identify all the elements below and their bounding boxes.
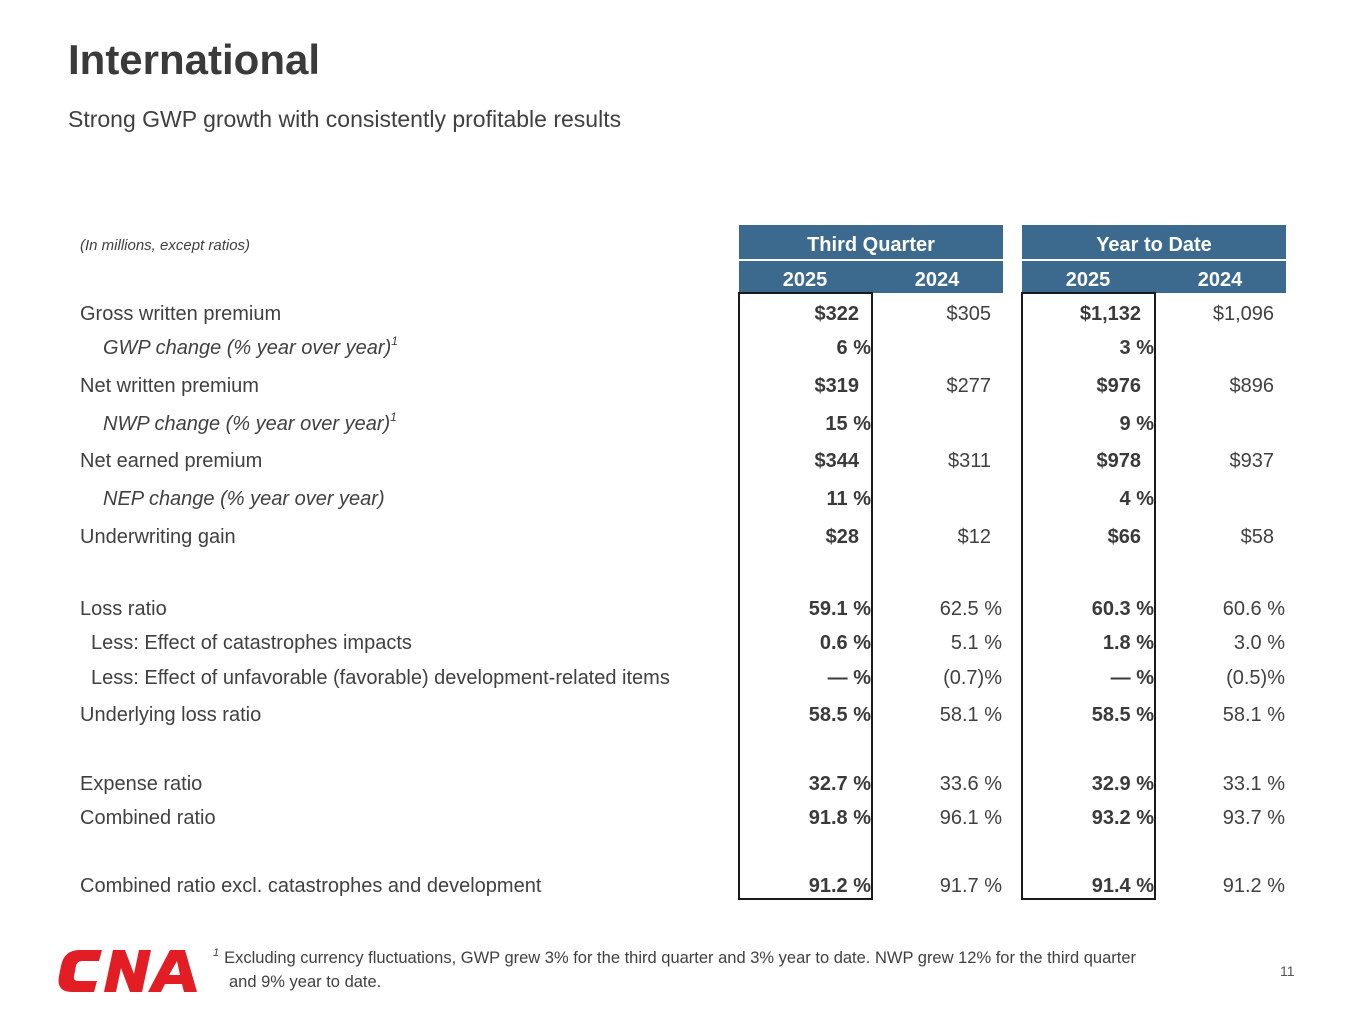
cell-q-2025: — % [827,667,871,689]
cell-ytd-2025: 58.5 % [1091,704,1154,726]
table-row: Net earned premium $344 $311 $978 $937 [0,444,1365,478]
table-row: Gross written premium $322 $305 $1,132 $… [0,297,1365,331]
cell-q-2025: $344 [814,450,860,472]
cell-q-2025: 6 % [836,337,871,359]
table-row: Underwriting gain $28 $12 $66 $58 [0,520,1365,554]
footnote-line-1: 1 Excluding currency fluctuations, GWP gr… [213,947,1137,967]
cell-ytd-2025: — % [1110,667,1154,689]
cell-ytd-2025: 4 % [1119,488,1154,510]
cell-ytd-2024: 3.0 % [1233,632,1285,654]
cell-q-2025: 0.6 % [819,632,871,654]
cell-ytd-2025: 9 % [1119,413,1154,435]
table-row: Combined ratio 91.8 % 96.1 % 93.2 % 93.7… [0,801,1365,835]
cell-q-2025: 91.8 % [808,807,871,829]
cell-ytd-2024: (0.5)% [1226,667,1285,689]
footnote-marker: 1 [390,410,397,424]
row-label: NEP change (% year over year) [103,488,385,510]
row-label: Combined ratio excl. catastrophes and de… [80,875,542,897]
footnote-line-2: and 9% year to date. [229,973,382,991]
table-row: Loss ratio 59.1 % 62.5 % 60.3 % 60.6 % [0,592,1365,626]
units-note: (In millions, except ratios) [80,237,251,254]
cell-ytd-2024: 91.2 % [1222,875,1285,897]
cell-ytd-2025: 60.3 % [1091,598,1154,620]
cell-ytd-2024: $937 [1229,450,1275,472]
page-subtitle: Strong GWP growth with consistently prof… [68,106,622,132]
cell-ytd-2025: $1,132 [1079,303,1141,325]
table-row: Underlying loss ratio 58.5 % 58.1 % 58.5… [0,698,1365,732]
row-label: NWP change (% year over year)1 [103,410,397,435]
page-title: International [68,36,321,83]
cell-ytd-2025: 32.9 % [1091,773,1154,795]
cell-ytd-2024: 58.1 % [1222,704,1285,726]
row-label: Underlying loss ratio [80,704,262,726]
row-label: Loss ratio [80,598,167,620]
cna-logo [58,950,197,992]
row-label: Underwriting gain [80,526,236,548]
cna-logo-mark [58,950,197,992]
footnote-marker: 1 [391,334,398,348]
cell-ytd-2025: $976 [1096,375,1142,397]
footnote-marker: 1 [213,947,220,959]
cell-ytd-2025: $978 [1096,450,1142,472]
cell-ytd-2024: 93.7 % [1222,807,1285,829]
cell-q-2025: $319 [814,375,860,397]
cell-ytd-2025: $66 [1107,526,1141,548]
cell-q-2025: 11 % [826,488,871,510]
cell-ytd-2025: 93.2 % [1091,807,1154,829]
cell-q-2025: 32.7 % [808,773,871,795]
header-q-2024: 2024 [871,261,1003,293]
cell-q-2024: $311 [947,450,991,472]
cell-ytd-2025: 3 % [1119,337,1154,359]
table-row: Net written premium $319 $277 $976 $896 [0,369,1365,403]
cell-q-2025: 91.2 % [808,875,871,897]
cell-q-2024: $12 [957,526,991,548]
row-label: Net written premium [80,375,259,397]
cell-ytd-2024: $896 [1229,375,1275,397]
cell-q-2025: 59.1 % [808,598,871,620]
row-label: Gross written premium [80,303,282,325]
table-row: NEP change (% year over year) 11 % 4 % [0,482,1365,516]
cell-ytd-2024: $1,096 [1212,303,1274,325]
cell-q-2024: 62.5 % [939,598,1002,620]
cell-ytd-2025: 1.8 % [1102,632,1154,654]
highlight-box-q3-2025 [738,292,873,900]
highlight-box-ytd-2025 [1021,292,1156,900]
table-row: GWP change (% year over year)1 6 % 3 % [0,331,1365,365]
table-row: NWP change (% year over year)1 15 % 9 % [0,407,1365,441]
cell-ytd-2025: 91.4 % [1091,875,1154,897]
cell-q-2025: 15 % [825,413,871,435]
cell-q-2024: 5.1 % [950,632,1002,654]
cell-q-2025: 58.5 % [808,704,871,726]
cell-ytd-2024: $58 [1240,526,1274,548]
table-row: Less: Effect of catastrophes impacts 0.6… [0,626,1365,660]
table-row: Combined ratio excl. catastrophes and de… [0,869,1365,903]
row-label: Net earned premium [80,450,263,472]
header-third-quarter: Third Quarter [739,225,1003,259]
header-ytd-2025: 2025 [1022,261,1154,293]
cell-ytd-2024: 60.6 % [1222,598,1285,620]
footnote: 1 Excluding currency fluctuations, GWP gr… [213,946,1243,994]
row-label: GWP change (% year over year)1 [103,334,398,359]
cell-q-2024: $277 [946,375,992,397]
row-label: Less: Effect of catastrophes impacts [91,632,412,654]
header-year-to-date: Year to Date [1022,225,1286,259]
row-label: Combined ratio [80,807,216,829]
page-number: 11 [1280,963,1295,979]
cell-ytd-2024: 33.1 % [1222,773,1285,795]
header-ytd-2024: 2024 [1154,261,1286,293]
table-row: Less: Effect of unfavorable (favorable) … [0,661,1365,695]
row-label: Less: Effect of unfavorable (favorable) … [91,667,670,689]
cell-q-2024: (0.7)% [943,667,1002,689]
table-row: Expense ratio 32.7 % 33.6 % 32.9 % 33.1 … [0,767,1365,801]
header-q-2025: 2025 [739,261,871,293]
cell-q-2024: 33.6 % [939,773,1002,795]
cell-q-2024: 91.7 % [939,875,1002,897]
cell-q-2024: $305 [946,303,992,325]
cell-q-2024: 96.1 % [939,807,1002,829]
row-label: Expense ratio [80,773,203,795]
cell-q-2025: $322 [814,303,860,325]
cell-q-2025: $28 [825,526,859,548]
cell-q-2024: 58.1 % [939,704,1002,726]
